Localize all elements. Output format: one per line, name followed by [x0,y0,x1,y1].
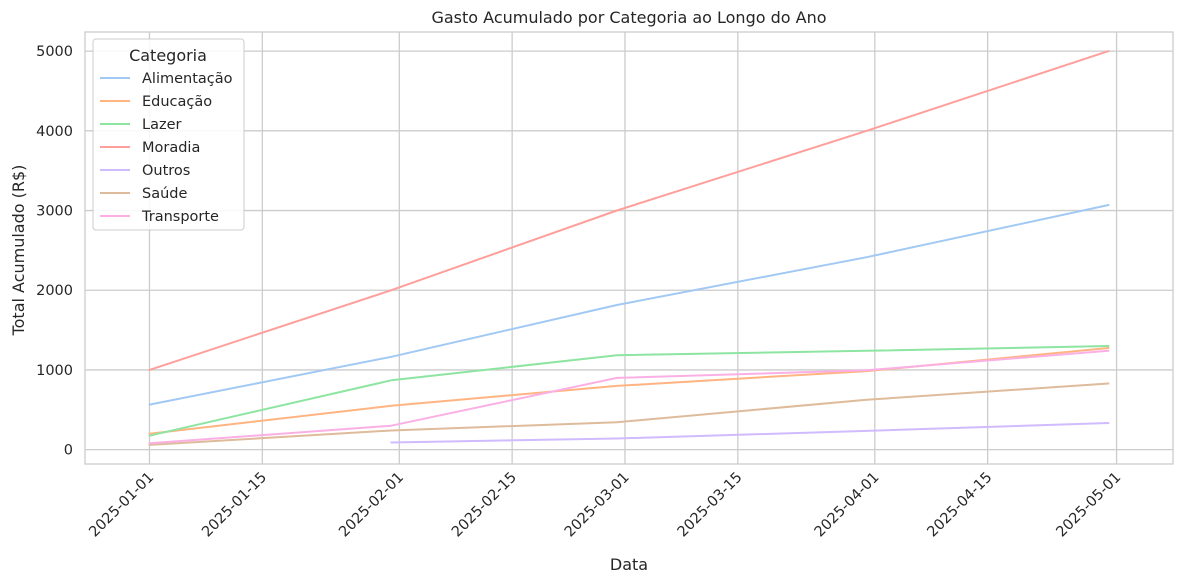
series-line-5 [148,382,1110,446]
x-tick-label: 2025-01-15 [199,470,270,541]
x-tick-label: 2025-03-15 [675,470,746,541]
series-line-2 [148,345,1110,437]
y-axis-label: Total Acumulado (R$) [9,165,28,337]
legend-items: Alimentação Educação Lazer Moradia Outros Saú… [100,71,233,225]
series-line-4 [390,422,1110,444]
legend-label: Lazer [142,117,181,133]
legend-label: Alimentação [142,71,233,87]
x-tick-label: 2025-03-01 [562,470,633,541]
legend-title: Categoria [129,46,207,65]
series-line-3 [148,50,1110,371]
chart-title: Gasto Acumulado por Categoria ao Longo d… [431,8,826,27]
legend-label: Transporte [141,209,219,225]
x-tick-label: 2025-01-01 [86,470,157,541]
y-tick-label: 4000 [36,124,73,140]
x-tick-label: 2025-02-01 [336,470,407,541]
y-tick-label: 5000 [36,44,73,60]
grid-layer [85,32,1173,464]
series-line-0 [148,204,1110,406]
legend-label: Moradia [142,140,200,156]
x-tick-label: 2025-02-15 [449,470,520,541]
y-tick-label: 1000 [36,363,73,379]
legend: Categoria Alimentação Educação Lazer Moradi… [92,38,245,231]
legend-label: Outros [142,163,190,179]
x-axis-label: Data [610,555,648,574]
legend-label: Saúde [142,186,187,202]
legend-label: Educação [142,94,212,110]
y-tick-label: 3000 [36,204,73,220]
y-tick-label: 0 [64,443,73,459]
series-line-6 [148,349,1110,445]
legend-box [92,38,245,231]
series-layer [148,50,1110,446]
plot-frame [84,31,1174,465]
x-tick-label: 2025-05-01 [1054,470,1125,541]
x-tick-label: 2025-04-15 [925,470,996,541]
y-tick-label: 2000 [36,283,73,299]
x-tick-label: 2025-04-01 [812,470,883,541]
